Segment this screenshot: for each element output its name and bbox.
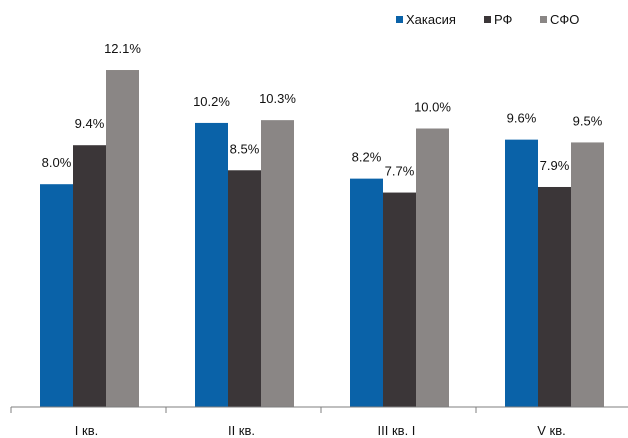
- category-label: II кв.: [228, 423, 255, 438]
- value-label: 8.0%: [42, 155, 72, 170]
- value-label: 9.6%: [507, 111, 537, 126]
- value-labels: 8.0% 9.4% 12.1% 10.2% 8.5% 10.3% 8.2%7.7% 10.0%…: [42, 41, 603, 179]
- bar-2-2: [228, 170, 261, 407]
- bar-3-1: [106, 70, 139, 407]
- bar-1-4: [505, 139, 538, 407]
- category-label: III кв. I: [378, 423, 416, 438]
- value-label: 10.0%: [414, 100, 451, 115]
- bar-1-1: [40, 184, 73, 407]
- value-label: 10.3%: [259, 91, 296, 106]
- bar-3-3: [416, 128, 449, 407]
- value-label: 8.5%: [230, 141, 260, 156]
- bars: [40, 70, 604, 408]
- x-axis-ticks: [10, 407, 477, 413]
- legend-label: СФО: [550, 12, 579, 27]
- bar-2-4: [538, 186, 571, 407]
- bar-2-3: [383, 192, 416, 407]
- category-label: I кв.: [75, 423, 98, 438]
- legend-swatch: [396, 16, 403, 23]
- bar-2-1: [73, 145, 106, 407]
- legend: Хакасия РФ СФО: [396, 12, 579, 27]
- value-label: 7.9%: [540, 158, 570, 173]
- legend-swatch: [484, 16, 491, 23]
- bar-1-3: [350, 178, 383, 407]
- value-label: 7.7%: [385, 164, 415, 179]
- bar-3-2: [261, 120, 294, 408]
- value-label: 8.2%: [352, 150, 382, 165]
- value-label: 10.2%: [193, 94, 230, 109]
- legend-swatch: [540, 16, 547, 23]
- legend-label: Хакасия: [406, 12, 456, 27]
- category-label: V кв.: [537, 423, 566, 438]
- category-labels: I кв. II кв. III кв. I V кв.: [75, 423, 566, 438]
- value-label: 9.5%: [573, 113, 603, 128]
- value-label: 9.4%: [75, 116, 105, 131]
- legend-label: РФ: [494, 12, 513, 27]
- value-label: 12.1%: [104, 41, 141, 56]
- bar-3-4: [571, 142, 604, 408]
- bar-1-2: [195, 122, 228, 408]
